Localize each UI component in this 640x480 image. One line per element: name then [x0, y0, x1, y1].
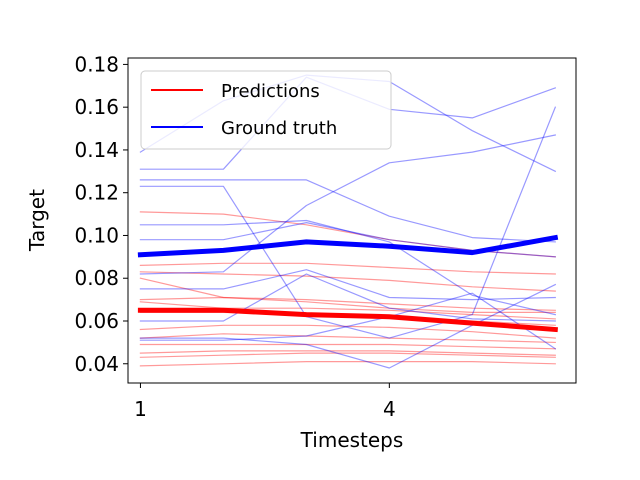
y-tick-label: 0.14 — [74, 138, 119, 162]
prediction-line-7 — [139, 324, 556, 339]
prediction-line-9 — [139, 343, 556, 350]
legend-label-ground-truth: Ground truth — [221, 118, 337, 139]
prediction-line-8 — [139, 333, 556, 344]
ground-truth-line-21 — [139, 269, 556, 301]
legend: Predictions Ground truth — [140, 70, 392, 150]
y-tick-label: 0.08 — [74, 266, 119, 290]
prediction-line-12 — [139, 361, 556, 367]
ground-truth-line-19 — [139, 134, 557, 275]
prediction-line-2 — [139, 271, 556, 292]
y-tick-label: 0.12 — [74, 181, 119, 205]
prediction-line-4 — [139, 296, 556, 311]
prediction-line-3 — [139, 277, 556, 313]
prediction-line-10 — [139, 350, 556, 356]
mean-ground-truth-line — [137, 234, 559, 258]
y-axis-label: Target — [25, 189, 49, 252]
y-tick-label: 0.04 — [74, 352, 119, 376]
prediction-line-11 — [139, 352, 556, 358]
x-axis-label: Timesteps — [300, 428, 404, 452]
prediction-line-1 — [139, 262, 556, 275]
ground-truth-line-22 — [139, 273, 556, 322]
mean-predictions-line — [137, 307, 558, 333]
x-tick-label: 1 — [134, 397, 147, 421]
y-tick-label: 0.06 — [74, 309, 119, 333]
y-tick-label: 0.10 — [74, 223, 119, 247]
ground-truth-line-16 — [139, 179, 556, 243]
y-axis: 0.04 0.06 0.08 0.10 0.12 0.14 0.16 0.18 — [74, 52, 128, 376]
plot-frame — [127, 57, 577, 384]
legend-box — [140, 70, 392, 150]
legend-label-predictions: Predictions — [221, 81, 320, 102]
ground-truth-line-23 — [139, 283, 557, 369]
ground-truth-line-18 — [139, 219, 557, 316]
y-tick-label: 0.16 — [74, 95, 119, 119]
x-tick-label: 4 — [383, 397, 396, 421]
prediction-line-5 — [139, 301, 556, 320]
y-tick-label: 0.18 — [74, 52, 119, 76]
ground-truth-line-17 — [139, 106, 557, 339]
ground-truth-line-24 — [139, 292, 557, 350]
